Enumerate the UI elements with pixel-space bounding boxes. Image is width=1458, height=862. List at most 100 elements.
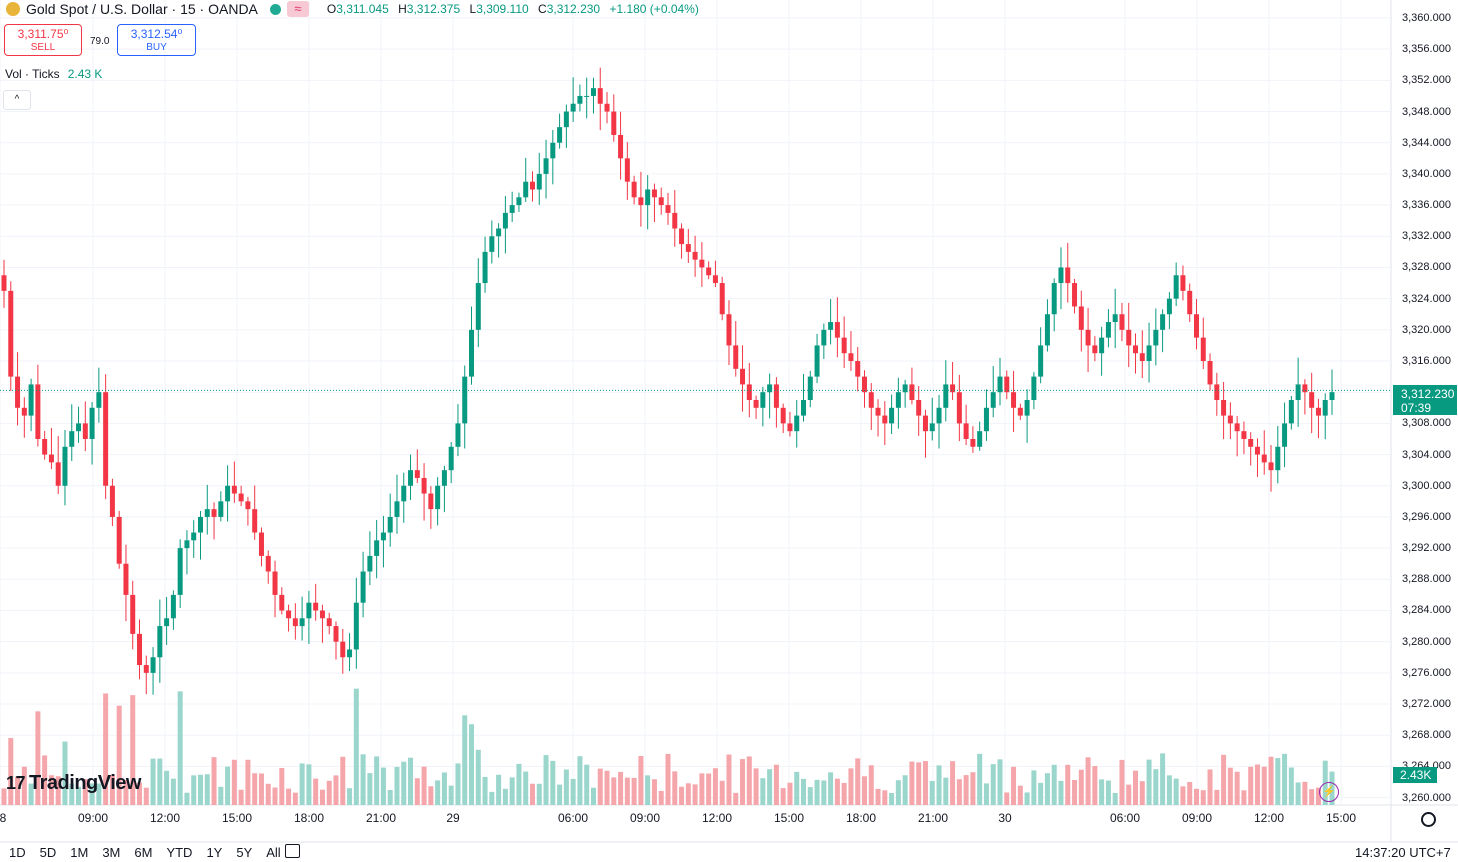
volume-tag: 2.43K xyxy=(1393,767,1437,783)
lightning-icon[interactable]: ⚡ xyxy=(1319,782,1339,802)
volume-bar xyxy=(970,772,976,805)
volume-legend[interactable]: Vol · Ticks 2.43 K xyxy=(5,67,102,81)
candle-body xyxy=(137,633,143,666)
volume-bar xyxy=(62,741,68,805)
gear-icon[interactable] xyxy=(1421,812,1436,827)
volume-bar xyxy=(916,762,922,805)
candle-body xyxy=(1126,329,1132,346)
range-button-5y[interactable]: 5Y xyxy=(236,845,253,860)
collapse-legend-button[interactable]: ^ xyxy=(3,90,31,110)
candle-body xyxy=(726,314,732,346)
candle-body xyxy=(997,376,1003,393)
volume-bar xyxy=(1187,781,1193,805)
interval-label[interactable]: 15 xyxy=(180,1,196,17)
volume-bar xyxy=(1302,781,1308,805)
volume-bar xyxy=(855,758,861,805)
sell-button[interactable]: 3,311.75⁰ SELL xyxy=(4,24,82,56)
candle-body xyxy=(787,423,793,432)
volume-bar xyxy=(130,695,136,805)
volume-bar xyxy=(35,711,41,805)
candle-body xyxy=(414,470,420,478)
range-button-1m[interactable]: 1M xyxy=(70,845,89,860)
volume-bar xyxy=(597,768,603,805)
candle-body xyxy=(1031,376,1037,400)
candle-body xyxy=(272,571,278,595)
candle-body xyxy=(238,493,244,502)
volume-bar xyxy=(306,764,312,805)
volume-bar xyxy=(367,773,373,805)
volume-bar xyxy=(733,792,739,805)
volume-bar xyxy=(218,786,224,805)
candle-body xyxy=(1207,361,1213,385)
candle-body xyxy=(563,111,569,128)
candle-body xyxy=(597,88,603,104)
range-button-1y[interactable]: 1Y xyxy=(206,845,223,860)
volume-bar xyxy=(408,757,414,805)
time-tick-label: 09:00 xyxy=(77,811,109,825)
volume-bar xyxy=(665,753,671,805)
time-tick-label: 06:00 xyxy=(557,811,589,825)
volume-label: Vol · Ticks xyxy=(5,67,60,81)
volume-bar xyxy=(191,775,197,805)
range-button-3m[interactable]: 3M xyxy=(102,845,121,860)
ohlc-readout: O3,311.045 H3,312.375 L3,309.110 C3,312.… xyxy=(326,2,699,16)
quote-currency[interactable]: U.S. Dollar xyxy=(99,1,168,17)
volume-bar xyxy=(401,761,407,805)
candle-body xyxy=(733,345,739,369)
range-button-1d[interactable]: 1D xyxy=(9,845,26,860)
candle-body xyxy=(502,212,508,229)
candle-body xyxy=(638,197,644,206)
volume-bar xyxy=(550,760,556,805)
price-tick-label: 3,268.000 xyxy=(1402,729,1451,742)
candle-body xyxy=(760,392,766,408)
candle-body xyxy=(1187,290,1193,315)
volume-bar xyxy=(197,774,203,805)
candle-body xyxy=(1302,384,1308,393)
range-button-5d[interactable]: 5D xyxy=(39,845,57,860)
range-button-ytd[interactable]: YTD xyxy=(166,845,193,860)
range-button-6m[interactable]: 6M xyxy=(134,845,153,860)
volume-bar xyxy=(1160,753,1166,805)
price-tick-label: 3,348.000 xyxy=(1402,105,1451,118)
candle-body xyxy=(1173,275,1179,299)
buy-button[interactable]: 3,312.54⁰ BUY xyxy=(117,24,196,56)
candle-body xyxy=(604,103,610,112)
candle-body xyxy=(408,470,414,486)
volume-bar xyxy=(1315,787,1321,805)
volume-bar xyxy=(909,761,915,805)
candle-body xyxy=(1139,353,1145,362)
range-button-all[interactable]: All xyxy=(266,845,281,860)
symbol-title[interactable]: Gold Spot xyxy=(26,1,89,17)
candle-body xyxy=(225,485,231,502)
candle-body xyxy=(1011,392,1017,408)
candle-body xyxy=(258,532,264,556)
candle-body xyxy=(719,283,725,315)
volume-bar xyxy=(387,789,393,805)
candle-body xyxy=(543,158,549,174)
volume-bar xyxy=(983,783,989,805)
price-tick-label: 3,360.000 xyxy=(1402,12,1451,24)
volume-bar xyxy=(584,764,590,805)
volume-bar xyxy=(1044,773,1050,805)
volume-bar xyxy=(502,788,508,805)
candle-body xyxy=(489,236,495,252)
candle-body xyxy=(428,493,434,510)
candle-body xyxy=(1309,392,1315,408)
candle-body xyxy=(204,509,210,517)
volume-bar xyxy=(760,778,766,805)
time-tick-label: 18:00 xyxy=(845,811,877,825)
candle-body xyxy=(1282,423,1288,447)
calendar-icon[interactable] xyxy=(285,844,300,858)
data-mode-badge[interactable]: ≈ xyxy=(286,1,309,17)
candle-body xyxy=(1275,446,1281,471)
volume-bar xyxy=(1234,771,1240,805)
volume-bar xyxy=(157,758,163,805)
time-tick-label: 21:00 xyxy=(917,811,949,825)
volume-bar xyxy=(773,764,779,805)
volume-bar xyxy=(604,770,610,805)
tradingview-logo[interactable]: 17 TradingView xyxy=(6,772,141,795)
clock[interactable]: 14:37:20 UTC+7 xyxy=(1355,845,1451,860)
candle-body xyxy=(299,618,305,627)
candle-body xyxy=(658,197,664,206)
